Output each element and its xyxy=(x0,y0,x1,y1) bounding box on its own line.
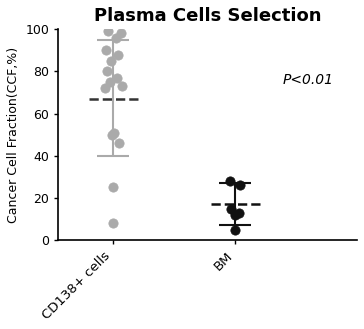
Y-axis label: Cancer Cell Fraction(CCF,%): Cancer Cell Fraction(CCF,%) xyxy=(7,47,20,223)
Text: P<0.01: P<0.01 xyxy=(283,73,334,87)
Point xyxy=(106,29,111,34)
Point xyxy=(110,185,116,190)
Point xyxy=(109,132,115,138)
Point xyxy=(102,86,108,91)
Point xyxy=(110,221,116,226)
Point xyxy=(114,75,120,80)
Point xyxy=(115,52,121,57)
Point xyxy=(113,35,119,40)
Point xyxy=(119,84,125,89)
Point xyxy=(237,183,243,188)
Point xyxy=(116,140,122,146)
Title: Plasma Cells Selection: Plasma Cells Selection xyxy=(94,7,321,25)
Point xyxy=(236,210,242,215)
Point xyxy=(228,179,233,184)
Point xyxy=(107,79,112,85)
Point xyxy=(118,31,123,36)
Point xyxy=(104,69,110,74)
Point xyxy=(111,130,117,135)
Point xyxy=(232,227,238,232)
Point xyxy=(103,48,109,53)
Point xyxy=(229,206,234,211)
Point xyxy=(232,212,238,217)
Point xyxy=(108,58,114,63)
